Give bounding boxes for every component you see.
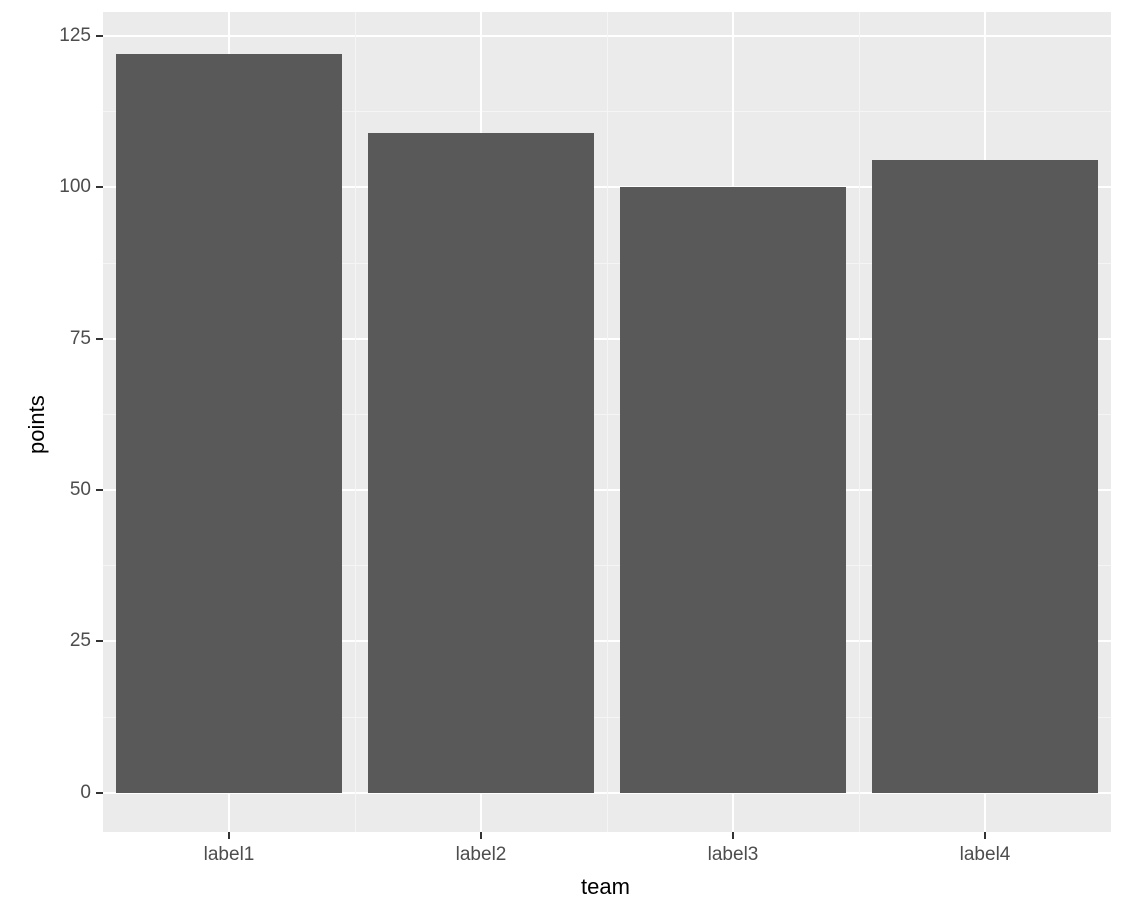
y-tick-mark xyxy=(96,338,103,340)
x-tick-label: label3 xyxy=(673,844,793,866)
y-tick-mark xyxy=(96,489,103,491)
y-tick-label: 100 xyxy=(59,176,91,198)
bar xyxy=(368,133,595,793)
y-tick-label: 75 xyxy=(70,328,91,350)
x-tick-mark xyxy=(228,832,230,839)
x-tick-mark xyxy=(984,832,986,839)
bar-chart: points team 0 25 50 75 100 125 label1 label2 lab… xyxy=(0,0,1123,913)
x-tick-mark xyxy=(732,832,734,839)
y-tick-label: 0 xyxy=(80,782,91,804)
y-tick-mark xyxy=(96,186,103,188)
y-tick-mark xyxy=(96,640,103,642)
y-tick-label: 50 xyxy=(70,479,91,501)
y-axis-title: points xyxy=(24,395,50,454)
y-tick-mark xyxy=(96,35,103,37)
grid-minor-v xyxy=(859,12,860,832)
bar xyxy=(872,160,1099,792)
y-tick-mark xyxy=(96,792,103,794)
x-tick-label: label2 xyxy=(421,844,541,866)
x-axis-title: team xyxy=(581,874,630,900)
y-tick-label: 125 xyxy=(59,25,91,47)
x-tick-mark xyxy=(480,832,482,839)
plot-panel xyxy=(103,12,1111,832)
x-tick-label: label1 xyxy=(169,844,289,866)
grid-minor-v xyxy=(355,12,356,832)
grid-minor-v xyxy=(607,12,608,832)
y-tick-label: 25 xyxy=(70,630,91,652)
bar xyxy=(116,54,343,792)
bar xyxy=(620,187,847,792)
x-tick-label: label4 xyxy=(925,844,1045,866)
